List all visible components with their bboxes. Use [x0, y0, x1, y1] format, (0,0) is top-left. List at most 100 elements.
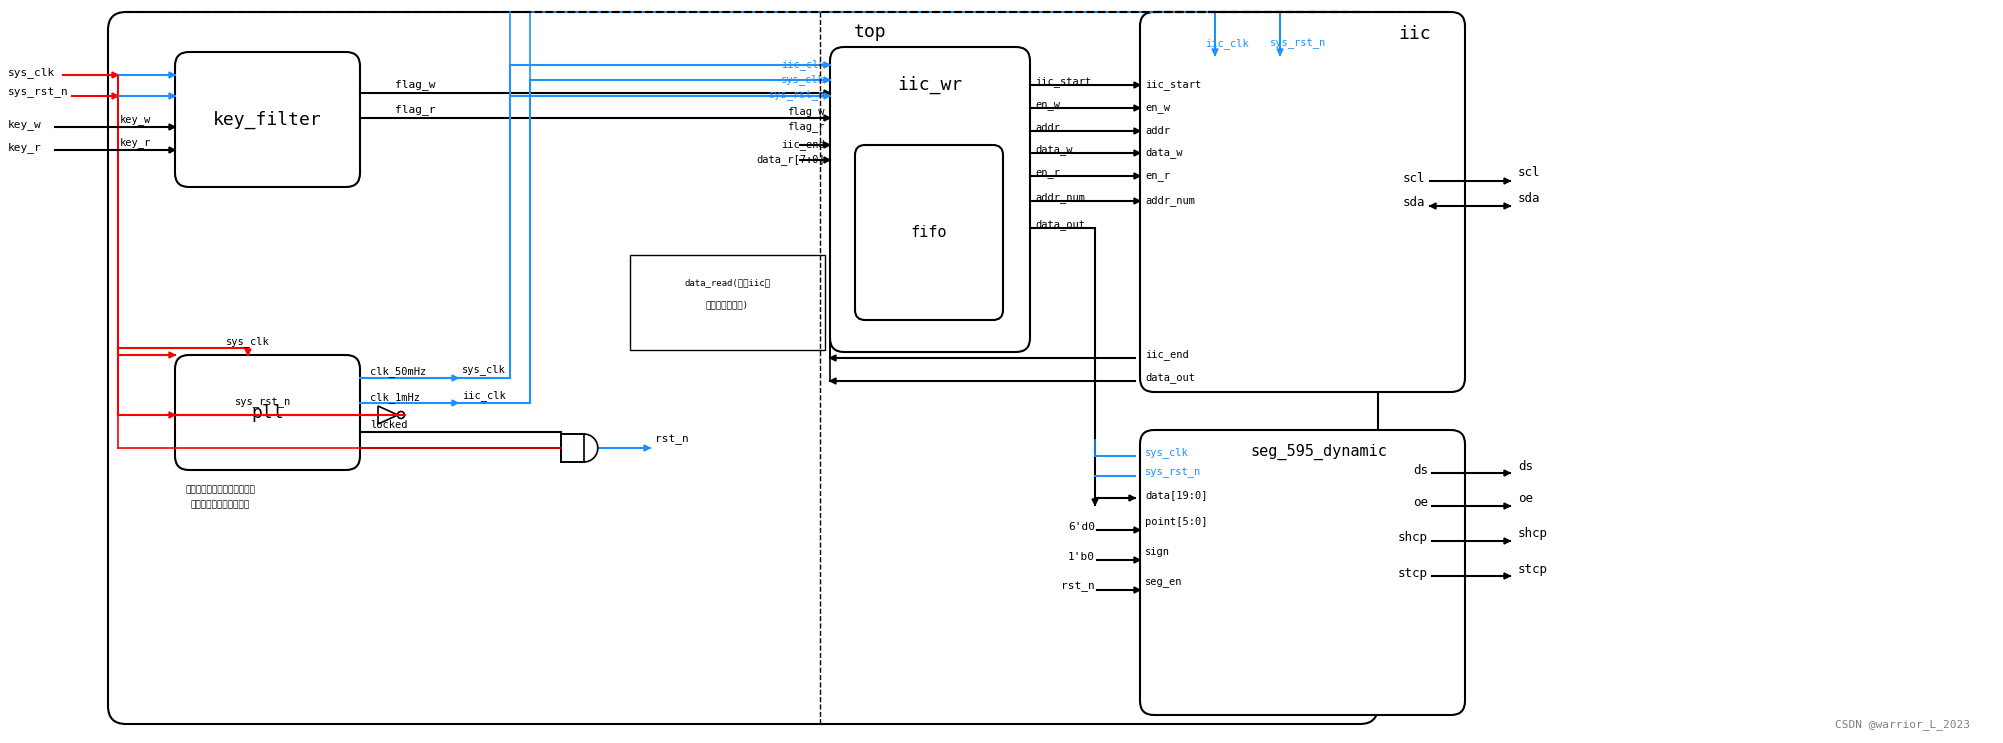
Text: iic: iic: [1398, 25, 1432, 43]
Polygon shape: [168, 412, 174, 418]
Text: seg_595_dynamic: seg_595_dynamic: [1250, 444, 1388, 460]
Text: en_w: en_w: [1036, 100, 1060, 110]
Text: sys_rst_n: sys_rst_n: [769, 91, 825, 101]
Polygon shape: [168, 147, 174, 153]
Text: scl: scl: [1402, 172, 1424, 184]
Text: ds: ds: [1518, 459, 1532, 473]
FancyBboxPatch shape: [108, 12, 1378, 724]
Polygon shape: [112, 72, 118, 78]
Text: data_r[7:0]: data_r[7:0]: [757, 155, 825, 166]
Text: sys_clk: sys_clk: [781, 74, 825, 85]
Polygon shape: [168, 352, 174, 358]
Polygon shape: [1134, 150, 1140, 156]
Text: seg_en: seg_en: [1146, 577, 1182, 587]
Polygon shape: [1092, 499, 1098, 505]
Polygon shape: [1134, 527, 1140, 533]
Text: sys_clk: sys_clk: [226, 337, 270, 348]
Text: addr_num: addr_num: [1036, 192, 1086, 204]
Text: iic_end: iic_end: [781, 140, 825, 150]
Polygon shape: [1504, 538, 1510, 544]
Polygon shape: [1134, 128, 1140, 134]
Polygon shape: [453, 400, 459, 406]
FancyBboxPatch shape: [1140, 12, 1464, 392]
Polygon shape: [645, 445, 651, 451]
Polygon shape: [829, 355, 835, 361]
Text: clk_50mHz: clk_50mHz: [371, 366, 427, 377]
Text: key_w: key_w: [8, 120, 42, 131]
Text: stcp: stcp: [1518, 562, 1548, 576]
Text: rst_n: rst_n: [1062, 582, 1096, 592]
Text: en_w: en_w: [1146, 103, 1170, 113]
Polygon shape: [823, 115, 829, 121]
Bar: [561, 434, 583, 462]
Text: addr: addr: [1036, 123, 1060, 133]
Text: iic_clk: iic_clk: [1206, 39, 1248, 50]
Polygon shape: [168, 93, 174, 99]
Text: en_r: en_r: [1146, 171, 1170, 181]
Text: data_w: data_w: [1146, 148, 1182, 158]
Polygon shape: [1134, 557, 1140, 563]
Polygon shape: [1504, 573, 1510, 579]
Text: sys_rst_n: sys_rst_n: [1270, 39, 1326, 49]
Text: sda: sda: [1402, 196, 1424, 210]
Polygon shape: [1430, 203, 1436, 209]
Text: iic_wr: iic_wr: [897, 76, 963, 94]
FancyBboxPatch shape: [174, 355, 361, 470]
Text: addr: addr: [1146, 126, 1170, 136]
Text: addr_num: addr_num: [1146, 195, 1196, 207]
Text: iic_clk: iic_clk: [463, 391, 505, 401]
Text: iic_end: iic_end: [1146, 349, 1188, 360]
Text: flag_w: flag_w: [787, 106, 825, 117]
Text: 用改，改例化接口就行。: 用改，改例化接口就行。: [190, 501, 250, 510]
Text: rst_n: rst_n: [655, 435, 689, 445]
Polygon shape: [1134, 587, 1140, 593]
Text: pll: pll: [250, 403, 284, 421]
Text: key_w: key_w: [120, 114, 150, 126]
Text: iic_start: iic_start: [1036, 77, 1092, 88]
Text: data[19:0]: data[19:0]: [1146, 490, 1208, 500]
FancyBboxPatch shape: [829, 47, 1030, 352]
Text: sys_rst_n: sys_rst_n: [1146, 468, 1202, 478]
Text: top: top: [853, 23, 885, 41]
Polygon shape: [1278, 49, 1284, 55]
Text: data_out: data_out: [1146, 372, 1196, 383]
Text: clk_1mHz: clk_1mHz: [371, 392, 421, 403]
Text: sda: sda: [1518, 192, 1540, 204]
Text: sys_rst_n: sys_rst_n: [8, 88, 68, 98]
Text: shcp: shcp: [1518, 528, 1548, 540]
Polygon shape: [823, 142, 829, 148]
Polygon shape: [829, 378, 835, 384]
Text: flag_w: flag_w: [395, 80, 435, 91]
FancyBboxPatch shape: [855, 145, 1004, 320]
Text: sys_clk: sys_clk: [1146, 447, 1188, 458]
Text: sys_clk: sys_clk: [463, 365, 505, 375]
Polygon shape: [823, 93, 829, 99]
Polygon shape: [1212, 49, 1218, 55]
Polygon shape: [1504, 503, 1510, 509]
Text: locked: locked: [371, 420, 407, 430]
Text: shcp: shcp: [1398, 531, 1428, 545]
Text: CSDN @warrior_L_2023: CSDN @warrior_L_2023: [1835, 719, 1971, 730]
Text: data_read(通过iic模: data_read(通过iic模: [685, 279, 771, 288]
Bar: [631, 255, 825, 350]
Text: sign: sign: [1146, 547, 1170, 557]
Polygon shape: [823, 157, 829, 163]
Text: en_r: en_r: [1036, 168, 1060, 178]
Polygon shape: [1134, 198, 1140, 204]
Polygon shape: [1504, 470, 1510, 476]
Polygon shape: [453, 375, 459, 381]
Polygon shape: [823, 90, 829, 96]
Text: sys_rst_n: sys_rst_n: [234, 398, 290, 408]
Polygon shape: [244, 349, 250, 355]
FancyBboxPatch shape: [174, 52, 361, 187]
Polygon shape: [168, 124, 174, 130]
Text: fifo: fifo: [911, 225, 947, 240]
Text: flag_r: flag_r: [395, 105, 435, 115]
Text: stcp: stcp: [1398, 566, 1428, 580]
Text: sys_clk: sys_clk: [8, 68, 56, 79]
Polygon shape: [1504, 178, 1510, 184]
Polygon shape: [823, 62, 829, 68]
Text: key_filter: key_filter: [212, 111, 322, 129]
Text: flag_r: flag_r: [787, 122, 825, 132]
Polygon shape: [1134, 82, 1140, 88]
